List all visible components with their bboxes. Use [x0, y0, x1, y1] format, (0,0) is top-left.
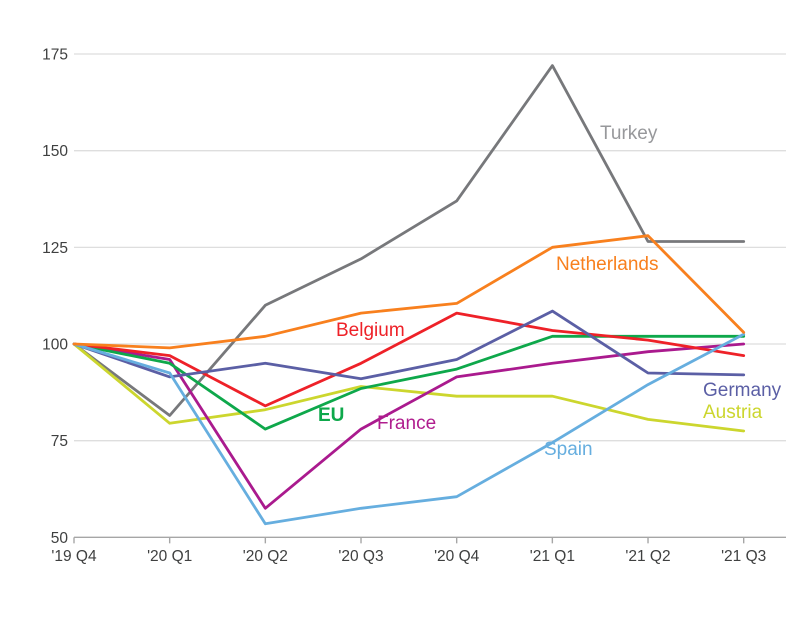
series-label-netherlands: Netherlands [556, 254, 659, 275]
y-tick-label: 125 [42, 240, 68, 257]
x-tick-label: '20 Q3 [338, 548, 383, 565]
x-tick-label: '20 Q2 [243, 548, 288, 565]
series-label-germany: Germany [703, 380, 782, 401]
x-tick-labels: '19 Q4 '20 Q1 '20 Q2 '20 Q3 '20 Q4 '21 Q1 '21 … [51, 548, 766, 565]
x-tick-label: '21 Q1 [530, 548, 575, 565]
y-tick-label: 100 [42, 337, 68, 354]
series-label-spain: Spain [544, 439, 593, 460]
series-line-turkey [72, 64, 746, 417]
x-tick-label: '19 Q4 [51, 548, 97, 565]
gridlines [74, 53, 786, 442]
y-tick-label: 150 [42, 143, 68, 160]
x-tick-label: '20 Q4 [434, 548, 480, 565]
series-line-austria [72, 342, 746, 433]
x-tick-label: '20 Q1 [147, 548, 192, 565]
series-label-belgium: Belgium [336, 320, 405, 341]
series-label-turkey: Turkey [600, 123, 658, 144]
series-line-netherlands [72, 234, 746, 350]
series-label-france: France [377, 413, 437, 434]
series-label-austria: Austria [703, 402, 763, 423]
series-line-germany [72, 309, 746, 381]
x-axis [73, 536, 786, 544]
series-line-belgium [72, 311, 746, 408]
series-line-spain [72, 332, 746, 526]
series-label-eu: EU [318, 405, 345, 426]
y-tick-labels: 175 150 125 100 75 50 [42, 47, 68, 547]
x-tick-label: '21 Q2 [625, 548, 670, 565]
x-tick-label: '21 Q3 [721, 548, 766, 565]
series-line-france [72, 342, 746, 510]
y-tick-label: 75 [51, 433, 68, 450]
series-lines [72, 64, 746, 526]
y-tick-label: 175 [42, 47, 68, 64]
y-tick-label: 50 [51, 530, 69, 547]
